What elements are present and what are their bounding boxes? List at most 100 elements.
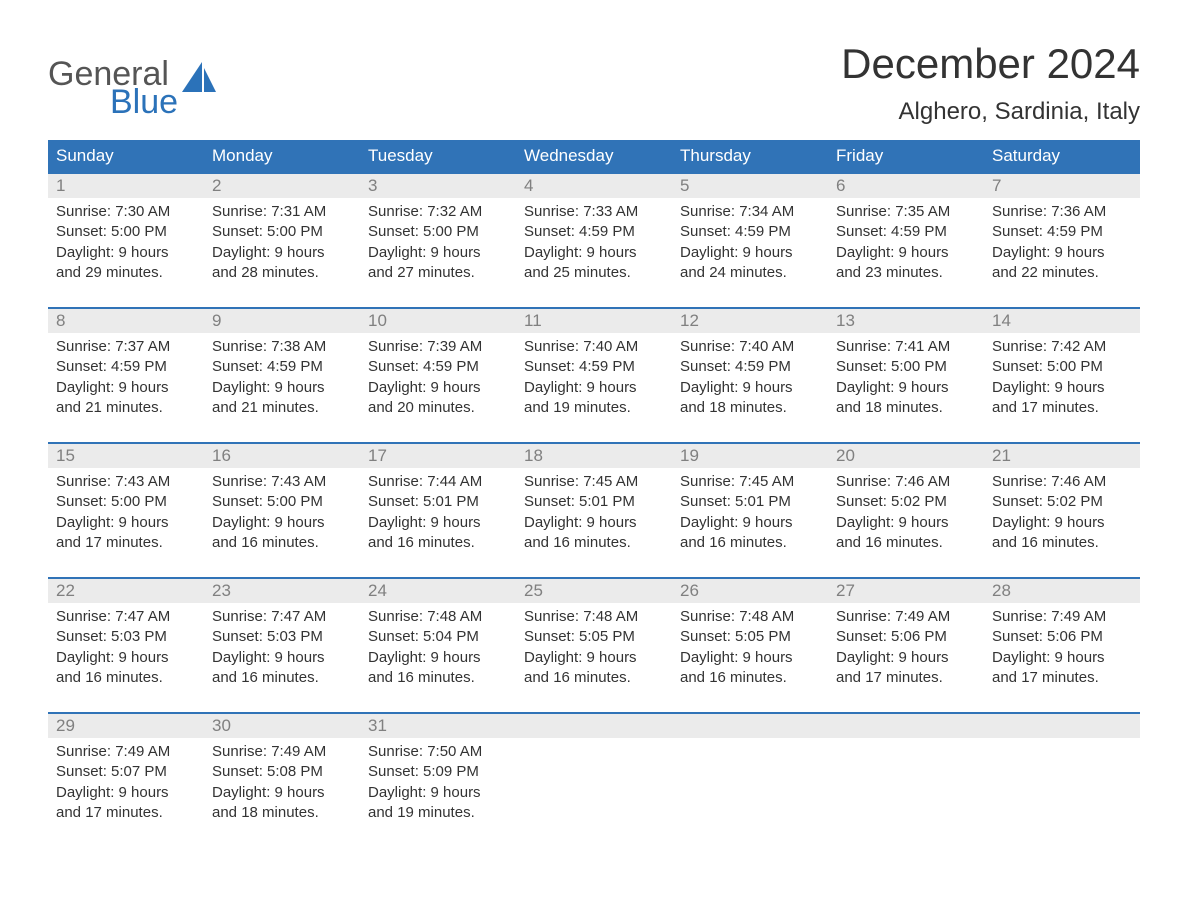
day-sunset: Sunset: 5:08 PM <box>212 762 352 782</box>
day-sunrise: Sunrise: 7:42 AM <box>992 337 1132 357</box>
day-dl1: Daylight: 9 hours <box>368 648 508 668</box>
day-cell <box>984 738 1140 829</box>
day-sunset: Sunset: 5:04 PM <box>368 627 508 647</box>
day-sunrise: Sunrise: 7:40 AM <box>680 337 820 357</box>
day-dl2: and 19 minutes. <box>368 803 508 823</box>
brand-sail-icon <box>182 62 216 92</box>
day-cell: Sunrise: 7:40 AMSunset: 4:59 PMDaylight:… <box>672 333 828 424</box>
day-sunrise: Sunrise: 7:47 AM <box>56 607 196 627</box>
day-sunset: Sunset: 5:01 PM <box>680 492 820 512</box>
daynum-row: 1234567 <box>48 174 1140 198</box>
day-sunset: Sunset: 5:02 PM <box>992 492 1132 512</box>
day-dl1: Daylight: 9 hours <box>56 243 196 263</box>
day-dl2: and 20 minutes. <box>368 398 508 418</box>
day-dl1: Daylight: 9 hours <box>212 378 352 398</box>
day-number: 10 <box>360 309 516 333</box>
day-cell: Sunrise: 7:46 AMSunset: 5:02 PMDaylight:… <box>984 468 1140 559</box>
day-dl1: Daylight: 9 hours <box>56 648 196 668</box>
day-dl1: Daylight: 9 hours <box>212 243 352 263</box>
day-number <box>516 714 672 738</box>
day-sunrise: Sunrise: 7:40 AM <box>524 337 664 357</box>
day-dl2: and 19 minutes. <box>524 398 664 418</box>
day-sunset: Sunset: 4:59 PM <box>368 357 508 377</box>
day-sunset: Sunset: 4:59 PM <box>524 357 664 377</box>
day-header-cell: Saturday <box>984 140 1140 172</box>
day-number <box>672 714 828 738</box>
day-dl2: and 21 minutes. <box>212 398 352 418</box>
day-sunset: Sunset: 5:06 PM <box>992 627 1132 647</box>
day-sunset: Sunset: 4:59 PM <box>836 222 976 242</box>
daynum-row: 293031 <box>48 714 1140 738</box>
day-dl2: and 27 minutes. <box>368 263 508 283</box>
daynum-row: 891011121314 <box>48 309 1140 333</box>
day-sunrise: Sunrise: 7:39 AM <box>368 337 508 357</box>
day-number: 13 <box>828 309 984 333</box>
day-cell: Sunrise: 7:32 AMSunset: 5:00 PMDaylight:… <box>360 198 516 289</box>
day-cell: Sunrise: 7:42 AMSunset: 5:00 PMDaylight:… <box>984 333 1140 424</box>
day-sunset: Sunset: 5:05 PM <box>524 627 664 647</box>
day-dl2: and 25 minutes. <box>524 263 664 283</box>
day-cell: Sunrise: 7:41 AMSunset: 5:00 PMDaylight:… <box>828 333 984 424</box>
day-number: 7 <box>984 174 1140 198</box>
day-sunrise: Sunrise: 7:33 AM <box>524 202 664 222</box>
day-number: 28 <box>984 579 1140 603</box>
day-sunset: Sunset: 5:06 PM <box>836 627 976 647</box>
day-number: 17 <box>360 444 516 468</box>
day-dl1: Daylight: 9 hours <box>992 648 1132 668</box>
day-sunrise: Sunrise: 7:49 AM <box>836 607 976 627</box>
day-sunrise: Sunrise: 7:49 AM <box>212 742 352 762</box>
week-row: 1234567Sunrise: 7:30 AMSunset: 5:00 PMDa… <box>48 172 1140 289</box>
day-dl1: Daylight: 9 hours <box>212 783 352 803</box>
day-sunset: Sunset: 5:00 PM <box>212 222 352 242</box>
day-sunrise: Sunrise: 7:43 AM <box>56 472 196 492</box>
day-dl1: Daylight: 9 hours <box>56 783 196 803</box>
day-dl2: and 16 minutes. <box>56 668 196 688</box>
day-dl1: Daylight: 9 hours <box>680 513 820 533</box>
day-header-cell: Tuesday <box>360 140 516 172</box>
day-sunrise: Sunrise: 7:38 AM <box>212 337 352 357</box>
day-cell: Sunrise: 7:30 AMSunset: 5:00 PMDaylight:… <box>48 198 204 289</box>
day-cell <box>828 738 984 829</box>
day-sunrise: Sunrise: 7:49 AM <box>56 742 196 762</box>
day-dl2: and 16 minutes. <box>992 533 1132 553</box>
day-sunrise: Sunrise: 7:37 AM <box>56 337 196 357</box>
day-dl2: and 24 minutes. <box>680 263 820 283</box>
day-dl2: and 18 minutes. <box>836 398 976 418</box>
day-cell: Sunrise: 7:48 AMSunset: 5:05 PMDaylight:… <box>516 603 672 694</box>
day-dl2: and 17 minutes. <box>836 668 976 688</box>
day-sunset: Sunset: 5:05 PM <box>680 627 820 647</box>
day-sunrise: Sunrise: 7:36 AM <box>992 202 1132 222</box>
calendar-grid: SundayMondayTuesdayWednesdayThursdayFrid… <box>48 140 1140 829</box>
day-number: 22 <box>48 579 204 603</box>
day-number: 27 <box>828 579 984 603</box>
daynum-row: 22232425262728 <box>48 579 1140 603</box>
day-sunrise: Sunrise: 7:50 AM <box>368 742 508 762</box>
day-sunrise: Sunrise: 7:48 AM <box>524 607 664 627</box>
day-sunrise: Sunrise: 7:35 AM <box>836 202 976 222</box>
day-cell: Sunrise: 7:48 AMSunset: 5:04 PMDaylight:… <box>360 603 516 694</box>
day-cell: Sunrise: 7:49 AMSunset: 5:06 PMDaylight:… <box>984 603 1140 694</box>
day-dl2: and 18 minutes. <box>680 398 820 418</box>
day-dl2: and 23 minutes. <box>836 263 976 283</box>
day-header-cell: Monday <box>204 140 360 172</box>
day-cell: Sunrise: 7:43 AMSunset: 5:00 PMDaylight:… <box>48 468 204 559</box>
day-dl2: and 18 minutes. <box>212 803 352 823</box>
day-dl1: Daylight: 9 hours <box>836 513 976 533</box>
day-dl1: Daylight: 9 hours <box>368 783 508 803</box>
day-dl1: Daylight: 9 hours <box>56 513 196 533</box>
day-cell: Sunrise: 7:46 AMSunset: 5:02 PMDaylight:… <box>828 468 984 559</box>
brand-text: General Blue <box>48 58 178 119</box>
day-cell: Sunrise: 7:35 AMSunset: 4:59 PMDaylight:… <box>828 198 984 289</box>
day-cell <box>516 738 672 829</box>
day-dl1: Daylight: 9 hours <box>680 243 820 263</box>
day-sunrise: Sunrise: 7:48 AM <box>680 607 820 627</box>
day-dl2: and 29 minutes. <box>56 263 196 283</box>
day-number: 3 <box>360 174 516 198</box>
day-dl1: Daylight: 9 hours <box>992 513 1132 533</box>
day-sunrise: Sunrise: 7:49 AM <box>992 607 1132 627</box>
day-sunrise: Sunrise: 7:31 AM <box>212 202 352 222</box>
day-number: 21 <box>984 444 1140 468</box>
location-title: Alghero, Sardinia, Italy <box>841 98 1140 126</box>
daynum-row: 15161718192021 <box>48 444 1140 468</box>
title-block: December 2024 Alghero, Sardinia, Italy <box>841 40 1140 126</box>
